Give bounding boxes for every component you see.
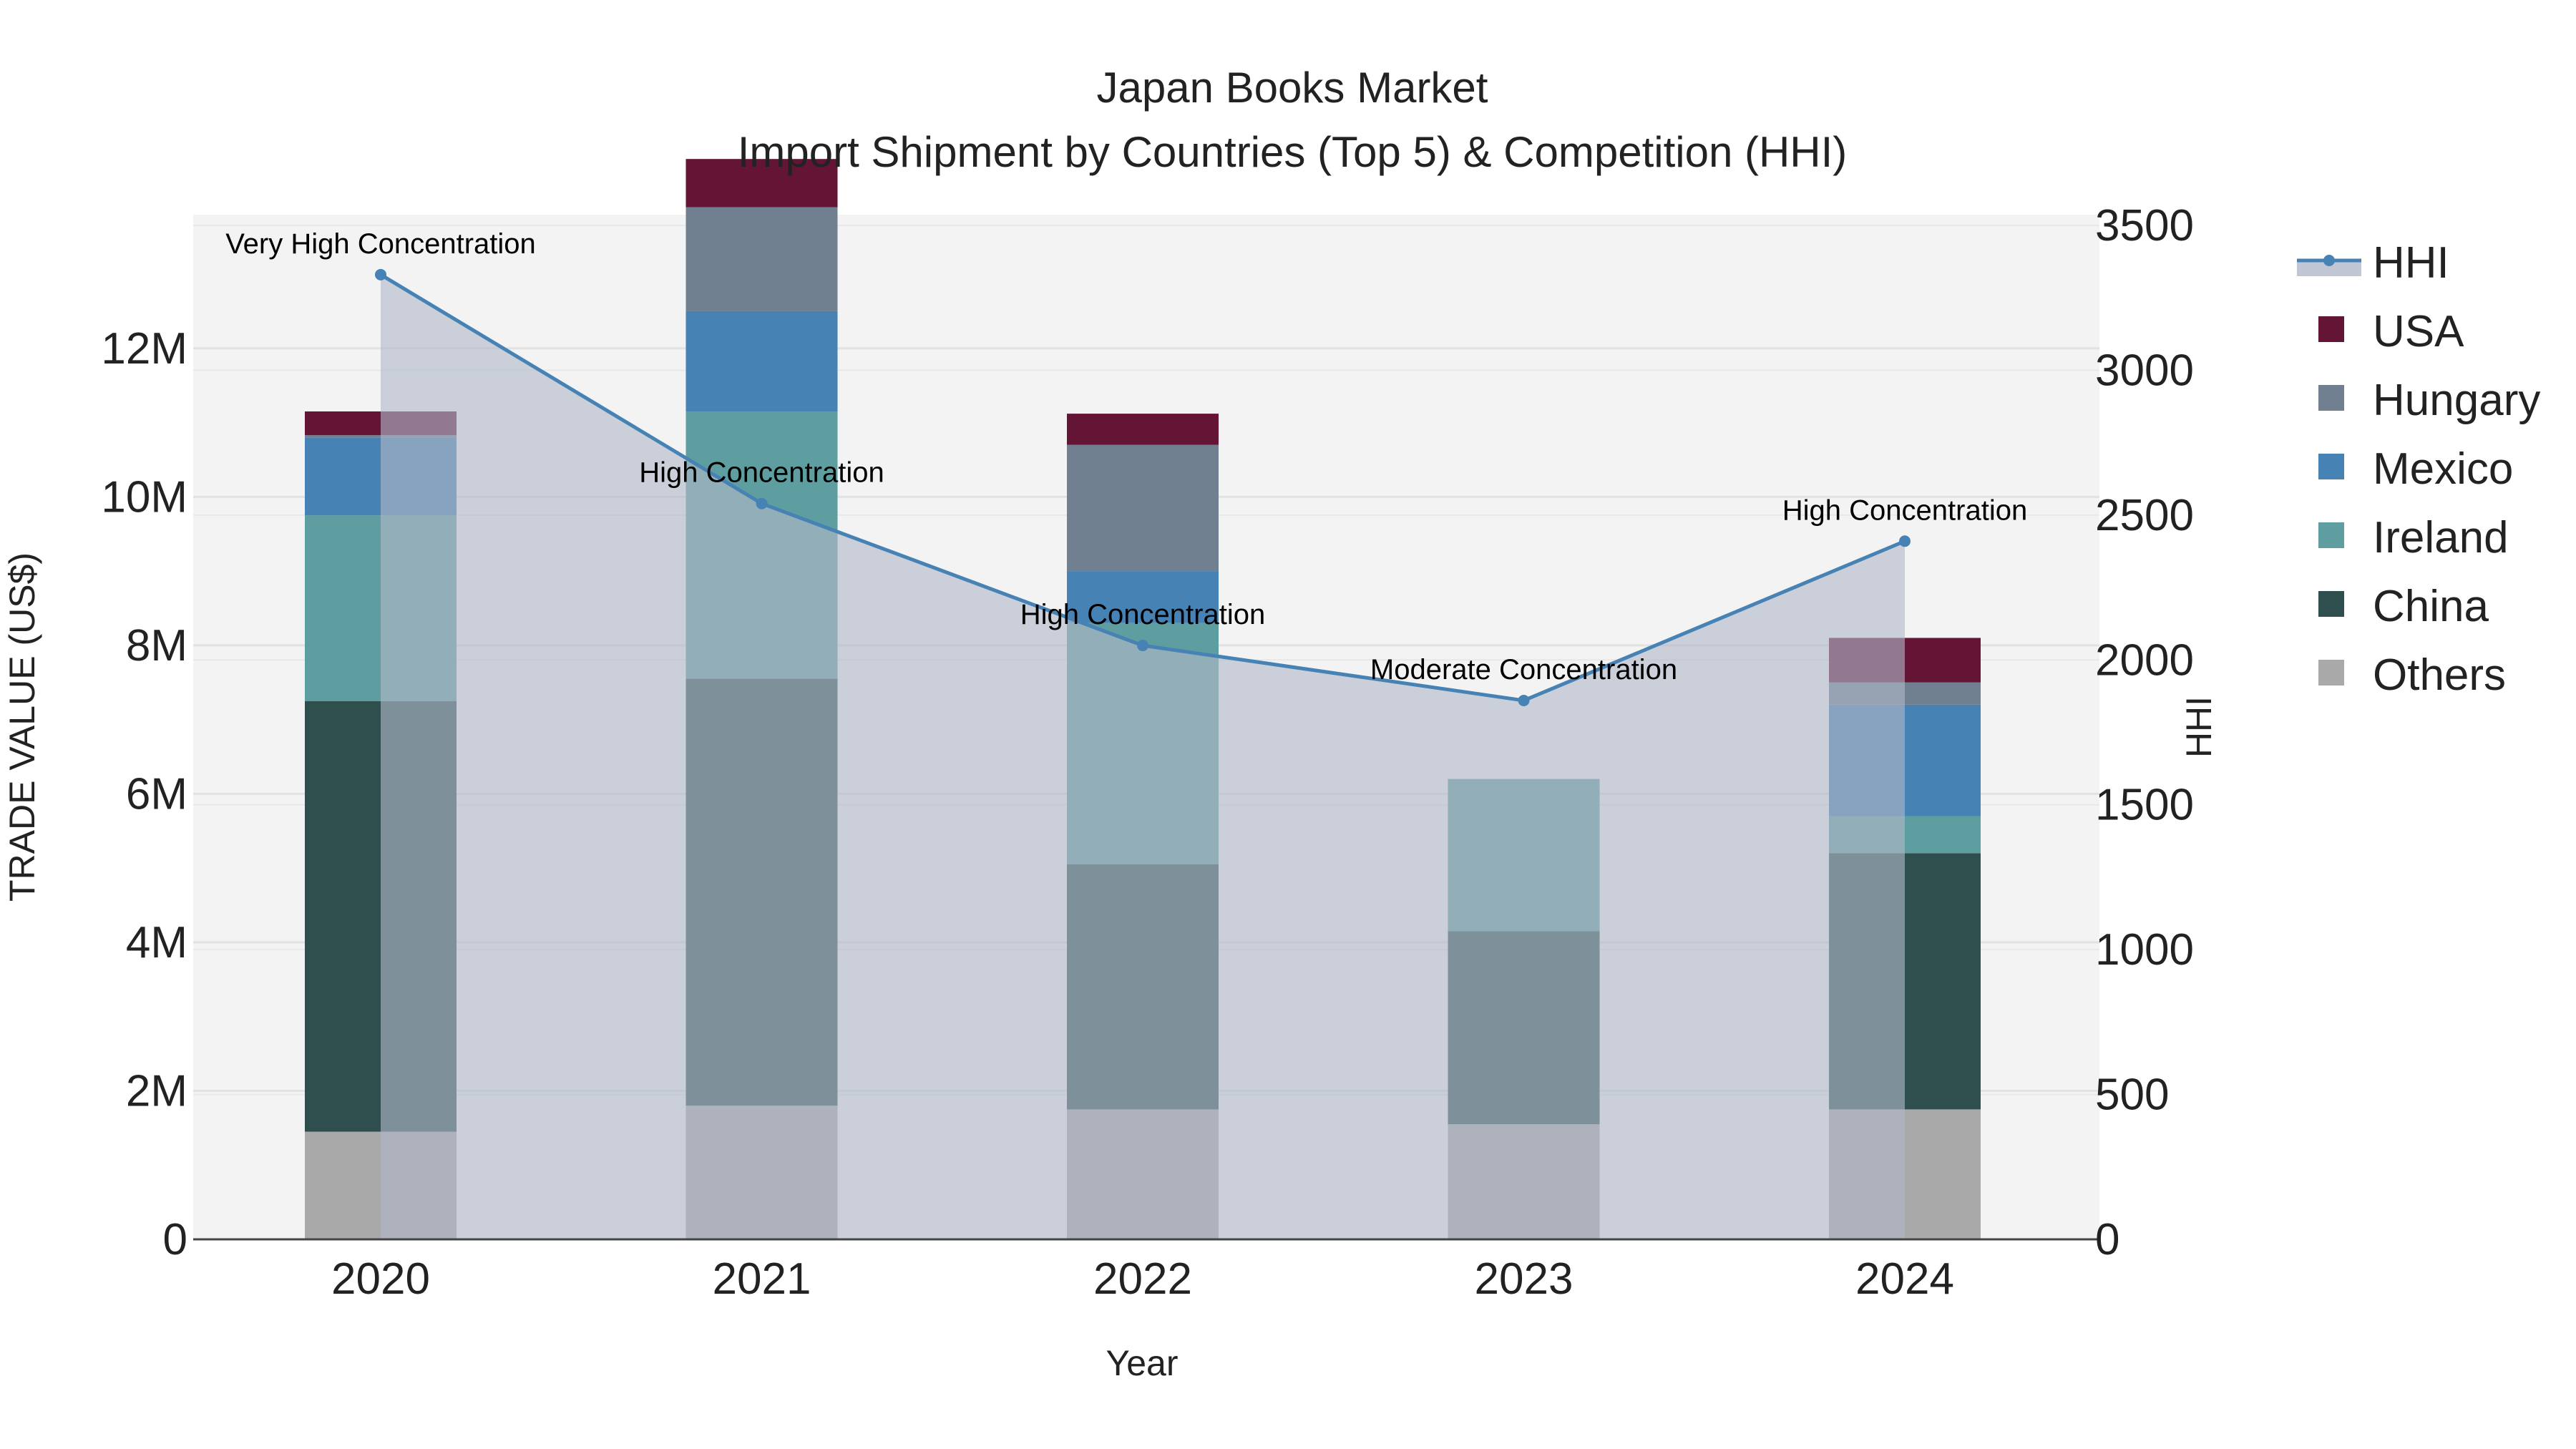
hhi-point bbox=[1518, 694, 1530, 706]
y-tick-label: 0 bbox=[163, 1215, 187, 1264]
x-tick-label: 2022 bbox=[1093, 1254, 1192, 1304]
y2-tick-label: 1500 bbox=[2095, 781, 2194, 830]
y2-tick-label: 1000 bbox=[2095, 925, 2194, 975]
y2-tick-label: 500 bbox=[2095, 1070, 2169, 1120]
chart-title: Japan Books Market bbox=[1097, 64, 1488, 112]
legend-swatch-mexico bbox=[2318, 454, 2344, 479]
y-tick-label: 4M bbox=[126, 918, 187, 967]
bar-segment-mexico-2021 bbox=[686, 311, 838, 411]
y-tick-label: 8M bbox=[126, 621, 187, 670]
y-tick-label: 6M bbox=[126, 769, 187, 819]
x-axis-ticks: 2020 2021 2022 2023 2024 bbox=[331, 1254, 1954, 1304]
y-tick-label: 12M bbox=[101, 324, 187, 374]
hhi-layer: Very High Concentration High Concentratio… bbox=[225, 228, 2027, 1240]
y-axis-title: TRADE VALUE (US$) bbox=[2, 552, 42, 902]
legend-hhi-swatch-point bbox=[2323, 255, 2335, 266]
x-tick-label: 2023 bbox=[1475, 1254, 1574, 1304]
y2-tick-label: 3500 bbox=[2095, 201, 2194, 250]
legend-label-others: Others bbox=[2373, 650, 2506, 700]
hhi-annotation: High Concentration bbox=[639, 457, 884, 489]
hhi-annotation: Very High Concentration bbox=[225, 228, 536, 260]
x-tick-label: 2020 bbox=[331, 1254, 430, 1304]
hhi-annotation: High Concentration bbox=[1782, 494, 2027, 526]
chart-subtitle: Import Shipment by Countries (Top 5) & C… bbox=[738, 128, 1848, 176]
y2-axis-ticks: 0 500 1000 1500 2000 2500 3000 3500 bbox=[2095, 201, 2194, 1264]
hhi-annotation: Moderate Concentration bbox=[1370, 654, 1677, 686]
legend-swatch-china bbox=[2318, 591, 2344, 617]
y-tick-label: 2M bbox=[126, 1066, 187, 1116]
bar-segment-usa-2021 bbox=[686, 159, 838, 208]
hhi-point bbox=[1137, 640, 1148, 652]
legend-label-ireland: Ireland bbox=[2373, 513, 2509, 562]
bar-segment-hungary-2021 bbox=[686, 207, 838, 311]
legend-swatch-usa bbox=[2318, 316, 2344, 342]
legend-swatch-hungary bbox=[2318, 385, 2344, 411]
y2-tick-label: 2000 bbox=[2095, 635, 2194, 685]
legend-label-mexico: Mexico bbox=[2373, 444, 2513, 494]
y2-axis-title: HHI bbox=[2179, 696, 2219, 758]
hhi-area bbox=[381, 274, 1905, 1240]
legend-label-hhi: HHI bbox=[2373, 238, 2449, 288]
y-tick-label: 10M bbox=[101, 472, 187, 522]
x-axis-title: Year bbox=[1106, 1343, 1178, 1383]
hhi-point bbox=[756, 497, 768, 509]
y2-tick-label: 2500 bbox=[2095, 491, 2194, 540]
bar-segment-mexico-2022 bbox=[1067, 571, 1219, 623]
legend-label-usa: USA bbox=[2373, 307, 2464, 356]
legend-hhi-swatch-fill bbox=[2297, 260, 2361, 276]
x-tick-label: 2024 bbox=[1855, 1254, 1954, 1304]
y2-tick-label: 0 bbox=[2095, 1215, 2119, 1264]
bar-segment-hungary-2022 bbox=[1067, 444, 1219, 572]
hhi-point bbox=[1899, 535, 1911, 547]
y-axis-ticks: 0 2M 4M 6M 8M 10M 12M bbox=[101, 324, 187, 1264]
legend-swatch-ireland bbox=[2318, 522, 2344, 548]
bar-segment-usa-2022 bbox=[1067, 414, 1219, 445]
legend: HHI USA Hungary Mexico Ireland China Others bbox=[2297, 238, 2540, 700]
y2-tick-label: 3000 bbox=[2095, 346, 2194, 395]
legend-label-china: China bbox=[2373, 582, 2489, 631]
hhi-point bbox=[375, 268, 386, 280]
legend-label-hungary: Hungary bbox=[2373, 376, 2540, 425]
x-tick-label: 2021 bbox=[713, 1254, 811, 1304]
hhi-annotation: High Concentration bbox=[1020, 599, 1265, 630]
legend-swatch-others bbox=[2318, 660, 2344, 686]
